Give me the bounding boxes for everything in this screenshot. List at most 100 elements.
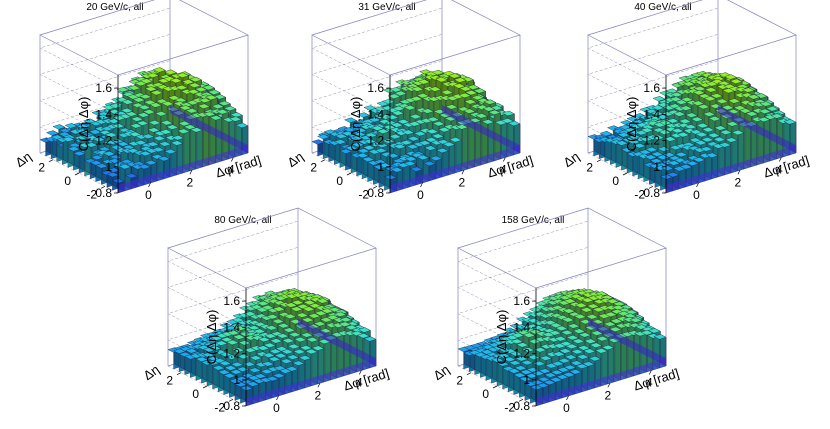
z-tick-label: 1.4 [513, 320, 530, 334]
bar-top-face [132, 97, 146, 103]
bar-top-face [159, 129, 173, 135]
bar-top-face [127, 85, 141, 91]
bar-top-face [430, 140, 444, 146]
frame-top [587, 0, 797, 76]
bar-top-face [207, 89, 221, 95]
bar-side-face [203, 112, 210, 166]
lego-bars [39, 67, 249, 194]
bar-top-face [713, 125, 727, 131]
bar-top-face [783, 119, 797, 125]
bar-top-face [694, 140, 708, 146]
bar-top-face [368, 149, 382, 155]
bar-top-face [496, 361, 510, 367]
bar-top-face [256, 300, 270, 307]
bar-top-face [678, 118, 692, 124]
bar-top-face [548, 330, 562, 336]
bar-top-face [75, 128, 89, 134]
x-tick-label: 2 [459, 175, 466, 189]
bar-top-face [343, 127, 357, 133]
bar-top-face [239, 385, 253, 391]
y-axis-title: Δη [12, 149, 34, 170]
bar-top-face [234, 381, 248, 388]
bar-top-face [745, 111, 759, 117]
bar-top-face [357, 327, 371, 333]
bar-top-face [585, 314, 599, 320]
bar-top-face [247, 325, 261, 331]
bar-top-face [152, 135, 166, 141]
bar-top-face [116, 141, 130, 147]
bar-top-face [425, 128, 439, 135]
x-tick [737, 170, 741, 175]
bar-top-face [138, 94, 152, 100]
bar-top-face [682, 142, 696, 148]
bar-top-face [633, 143, 647, 149]
bar-top-face [272, 373, 286, 379]
bar-top-face [363, 138, 377, 144]
y-tick-label: 2 [38, 161, 45, 175]
bar-top-face [368, 117, 382, 123]
bar-top-face [268, 348, 282, 354]
bar-top-face [507, 368, 521, 374]
bar-top-face [442, 141, 456, 147]
bar-top-face [278, 368, 292, 374]
bar-top-face [124, 173, 138, 179]
bar-top-face [428, 86, 442, 92]
bar-top-face [118, 164, 132, 170]
bar-top-face [617, 132, 631, 138]
bar-top-face [211, 103, 225, 110]
bar-top-face [701, 127, 715, 133]
bar-top-face [573, 313, 587, 320]
bar-top-face [556, 367, 570, 373]
bar-top-face [218, 360, 232, 366]
bar-top-face [197, 103, 211, 109]
bar-top-face [555, 374, 569, 380]
bar-top-face [390, 167, 404, 173]
bar-top-face [422, 160, 436, 167]
z-axis: 0.8 1 1.2 1.4 1.6 C(Δη,Δφ) [348, 75, 391, 200]
bar-top-face [589, 342, 603, 348]
bar-top-face [558, 348, 572, 354]
bar-top-face [669, 144, 683, 151]
bar-top-face [212, 365, 226, 371]
y-tick-label: -2 [214, 400, 225, 414]
bar-top-face [603, 321, 617, 327]
bar-top-face [382, 99, 396, 105]
bar-top-face [158, 141, 172, 147]
bar-top-face [299, 345, 313, 351]
bar-top-face [142, 109, 156, 115]
bar-top-face [145, 83, 159, 89]
bar-top-face [427, 96, 441, 102]
bar-top-face [152, 67, 166, 73]
bar-top-face [171, 135, 185, 141]
bar-top-face [140, 142, 154, 148]
bar-top-face [659, 174, 673, 180]
z-tick-label: 0.8 [223, 399, 240, 413]
bar-top-face [194, 86, 208, 93]
y-tick [176, 372, 182, 375]
bar-top-face [572, 328, 586, 334]
grid-line [587, 34, 719, 115]
bar-top-face [208, 345, 222, 351]
bar-top-face [189, 76, 203, 83]
grid-lines [457, 220, 589, 407]
bar-top-face [279, 358, 293, 364]
y-tick-label: 0 [482, 387, 489, 401]
bar-top-face [176, 128, 190, 134]
bar-top-face [536, 382, 550, 388]
y-tick [346, 172, 352, 176]
z-tick-label: 1.2 [643, 134, 660, 148]
bar-top-face [474, 113, 488, 119]
z-tick-label: 1.4 [95, 107, 112, 121]
bar-top-face [680, 96, 694, 103]
bar-top-face [757, 116, 771, 123]
base-band-side [442, 105, 520, 153]
bar-top-face [562, 308, 576, 314]
x-tick-label: 0 [145, 188, 152, 202]
bar-top-face [524, 381, 538, 387]
bar-top-face [568, 369, 582, 375]
bar-top-face [705, 152, 719, 158]
bar-top-face [741, 87, 755, 93]
bar-top-face [576, 354, 590, 360]
bar-top-face [185, 348, 199, 354]
